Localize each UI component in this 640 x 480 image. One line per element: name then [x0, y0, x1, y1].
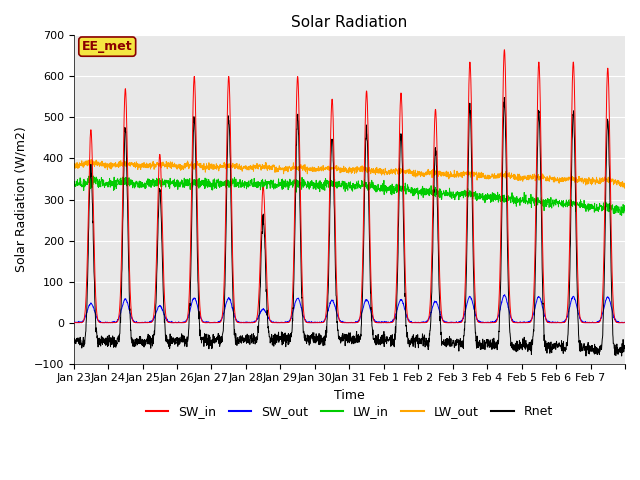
- Y-axis label: Solar Radiation (W/m2): Solar Radiation (W/m2): [15, 127, 28, 273]
- Legend: SW_in, SW_out, LW_in, LW_out, Rnet: SW_in, SW_out, LW_in, LW_out, Rnet: [141, 400, 558, 423]
- Title: Solar Radiation: Solar Radiation: [291, 15, 408, 30]
- X-axis label: Time: Time: [334, 389, 365, 402]
- Text: EE_met: EE_met: [82, 40, 132, 53]
